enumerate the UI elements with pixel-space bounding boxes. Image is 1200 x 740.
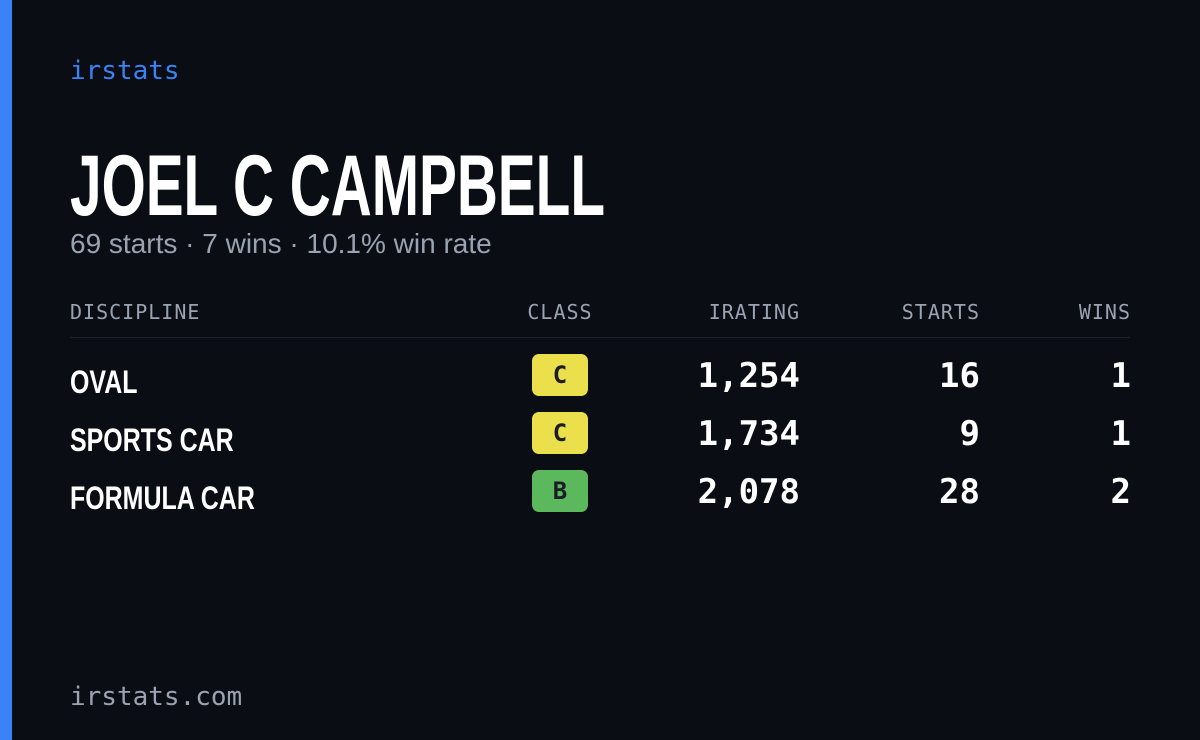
starts: 28 [939, 472, 980, 512]
class-badge: C [532, 412, 588, 454]
discipline: FORMULA CAR [70, 480, 255, 516]
wins: 1 [1110, 414, 1131, 454]
starts: 9 [959, 414, 980, 454]
wins: 2 [1110, 472, 1131, 512]
class-badge: C [532, 354, 588, 396]
wins: 1 [1110, 356, 1131, 396]
discipline: SPORTS CAR [70, 422, 234, 458]
irating: 2,078 [697, 472, 800, 512]
column-header: WINS [1078, 300, 1131, 324]
class-badge: B [532, 470, 588, 512]
footer: irstats.com [70, 682, 243, 712]
discipline: OVAL [70, 364, 138, 400]
name-block: JOEL C CAMPBELL [70, 140, 605, 230]
column-header: CLASS [527, 300, 593, 324]
irating: 1,734 [697, 414, 800, 454]
accent-bar [0, 0, 12, 740]
brand: irstats [70, 56, 180, 86]
player-name: JOEL C CAMPBELL [70, 140, 605, 230]
column-header: DISCIPLINE [70, 300, 201, 324]
summary: 69 starts · 7 wins · 10.1% win rate [70, 228, 492, 259]
column-header: IRATING [708, 300, 800, 324]
header-rule [70, 337, 1130, 338]
column-header: STARTS [901, 300, 980, 324]
starts: 16 [939, 356, 980, 396]
irating: 1,254 [697, 356, 800, 396]
